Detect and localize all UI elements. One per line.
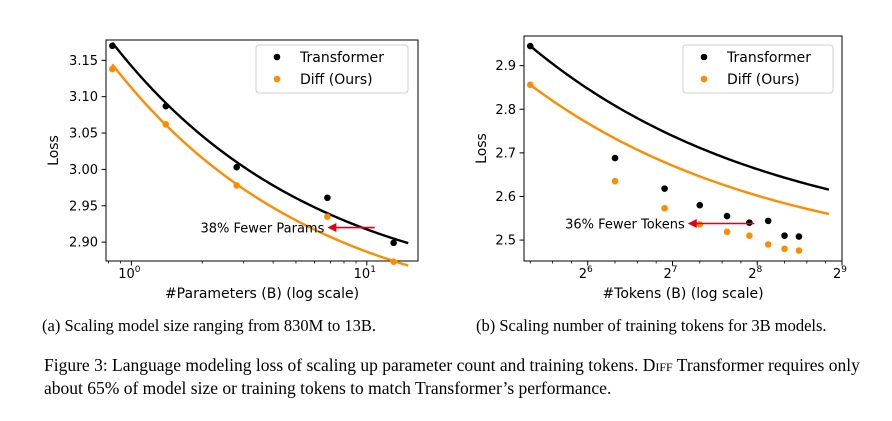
- y-tick-label: 2.8: [495, 103, 516, 118]
- fit-curve-transformer: [111, 41, 409, 245]
- legend-marker: [700, 75, 708, 83]
- annotation-text: 36% Fewer Tokens: [565, 218, 685, 233]
- data-point-transformer: [764, 217, 772, 225]
- legend-label: Diff (Ours): [300, 72, 373, 88]
- y-tick-label: 3.10: [69, 90, 98, 105]
- plot-frame: [105, 39, 419, 262]
- data-point-transformer: [233, 163, 240, 171]
- subcaption-b: (b) Scaling number of training tokens fo…: [476, 316, 827, 335]
- y-tick-label: 3.15: [69, 54, 98, 69]
- x-axis-label: #Parameters (B) (log scale): [165, 286, 359, 302]
- y-tick-label: 2.90: [69, 236, 98, 251]
- chart-b: 26 27 28 29 2.5 2.6 2.7 2.8 2.9 #Tokens (B) (log …: [474, 35, 847, 302]
- y-axis-label: Loss: [474, 133, 490, 164]
- y-tick-label: 2.5: [495, 234, 516, 249]
- data-point-diff: [746, 232, 753, 240]
- data-point-transformer: [781, 232, 788, 240]
- figure-caption-suffix: Transformer requires only about 65% of m…: [44, 355, 860, 398]
- figure-caption-diff: Diff: [642, 355, 673, 375]
- legend-marker: [273, 75, 281, 83]
- data-point-diff: [526, 81, 534, 89]
- y-axis-label: Loss: [46, 135, 62, 166]
- x-tick-label: 29: [833, 265, 847, 282]
- legend-label: Diff (Ours): [727, 72, 800, 88]
- x-tick-label: 26: [579, 265, 593, 282]
- data-point-transformer: [526, 42, 534, 50]
- y-tick-label: 2.95: [69, 199, 98, 214]
- x-axis-label: #Tokens (B) (log scale): [602, 286, 763, 302]
- figure-charts: 100 1012.902.953.003.053.103.15#Parameter…: [46, 35, 847, 302]
- data-point-transformer: [109, 42, 116, 50]
- plot-frame: [523, 35, 843, 262]
- subcaption-a: (a) Scaling model size ranging from 830M…: [42, 316, 377, 335]
- x-tick-exponent: 0: [135, 265, 141, 275]
- data-point-diff: [764, 241, 772, 248]
- y-tick-label: 2.9: [495, 59, 516, 74]
- legend-box: [682, 44, 834, 94]
- data-point-transformer: [723, 212, 731, 220]
- x-tick-exponent: 1: [370, 265, 376, 275]
- data-point-diff: [324, 213, 331, 220]
- data-point-transformer: [661, 185, 668, 192]
- fit-curve-diff: [111, 63, 409, 267]
- fit-curve-diff: [529, 83, 830, 216]
- legend-marker: [273, 53, 281, 61]
- legend-marker: [700, 53, 708, 61]
- data-point-diff: [723, 228, 731, 236]
- data-point-diff: [109, 65, 116, 73]
- y-tick-label: 3.05: [69, 127, 98, 142]
- data-point-transformer: [324, 194, 331, 202]
- legend-box: [255, 44, 409, 94]
- data-point-diff: [696, 221, 704, 228]
- annotation-arrow-head: [327, 223, 337, 233]
- annotation-text: 38% Fewer Params: [201, 222, 325, 237]
- figure-caption-prefix: Figure 3: Language modeling loss of scal…: [44, 355, 643, 375]
- annotation-arrow-head: [687, 219, 697, 228]
- x-tick-label: 27: [663, 265, 677, 282]
- x-tick-label: 100: [118, 265, 141, 282]
- data-point-diff: [162, 121, 170, 128]
- data-point-diff: [611, 177, 619, 185]
- x-tick-label: 28: [748, 265, 762, 282]
- y-tick-label: 2.6: [495, 190, 516, 205]
- data-point-transformer: [696, 201, 704, 209]
- data-point-diff: [233, 182, 240, 189]
- fit-curve-transformer: [529, 45, 830, 191]
- figure-caption: Figure 3: Language modeling loss of scal…: [44, 354, 874, 400]
- x-tick-exponent: 6: [587, 265, 593, 275]
- data-point-diff: [781, 245, 788, 253]
- x-tick-exponent: 9: [841, 265, 847, 275]
- x-tick-exponent: 7: [672, 265, 678, 275]
- data-point-transformer: [162, 102, 170, 110]
- x-tick-exponent: 8: [757, 265, 763, 275]
- data-point-diff: [661, 204, 668, 212]
- data-point-transformer: [795, 233, 803, 240]
- data-point-diff: [795, 247, 803, 254]
- x-tick-label: 101: [354, 265, 376, 282]
- data-point-transformer: [611, 154, 619, 162]
- data-point-diff: [390, 258, 397, 266]
- legend-label: Transformer: [299, 50, 384, 66]
- data-point-transformer: [746, 219, 753, 226]
- y-tick-label: 2.7: [495, 146, 516, 161]
- data-point-transformer: [390, 239, 397, 247]
- legend-label: Transformer: [726, 50, 811, 66]
- chart-a: 100 101 2.90 2.95 3.00 3.05 3.10 3.15 #Parameter…: [46, 39, 419, 302]
- y-tick-label: 3.00: [69, 163, 98, 178]
